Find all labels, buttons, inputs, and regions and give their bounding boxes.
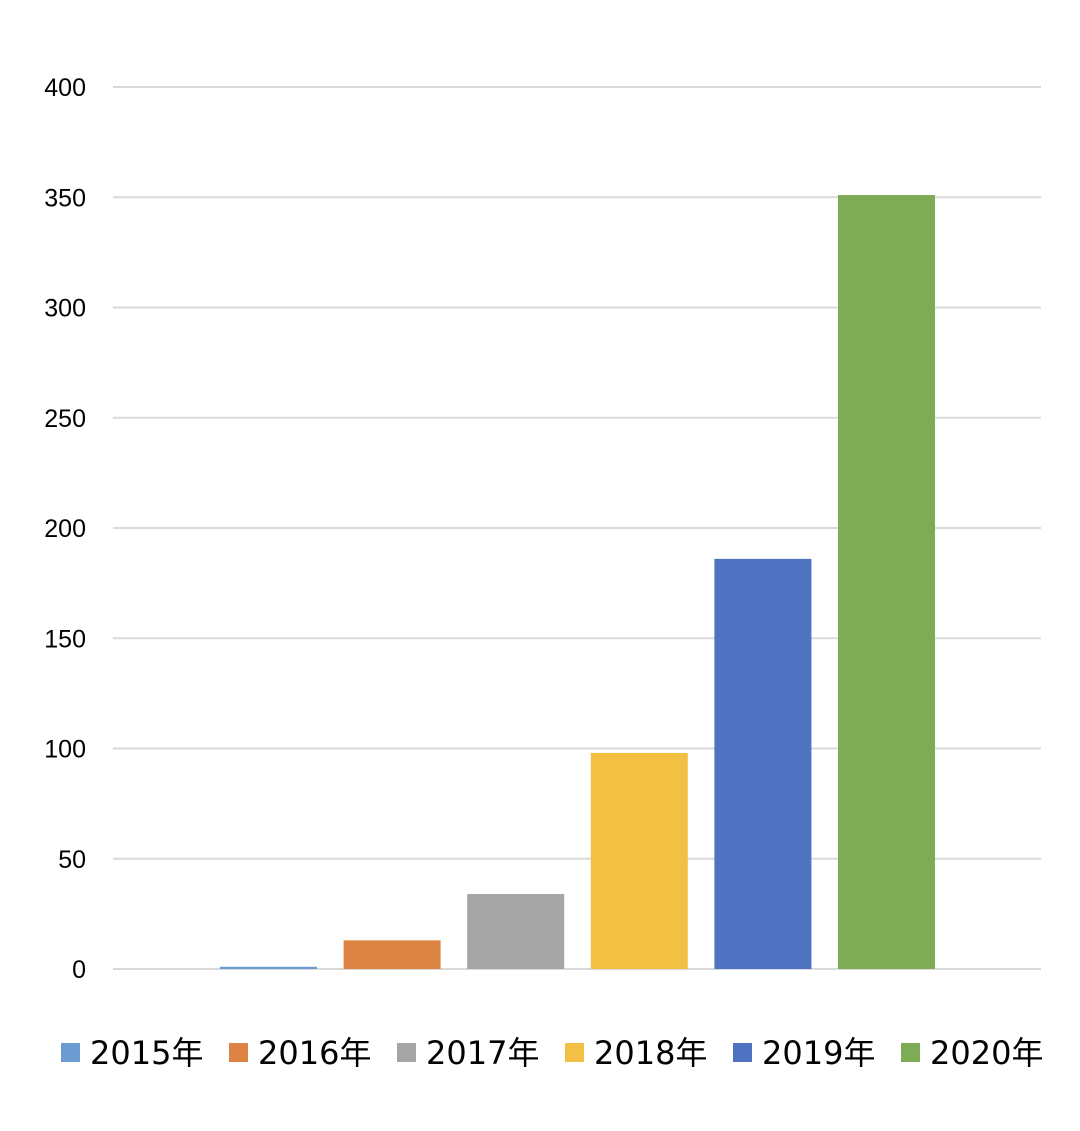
legend-item: 2017年: [397, 1034, 539, 1072]
bar-2016年: [343, 940, 441, 969]
legend-label: 2016年: [258, 1034, 371, 1072]
legend-item: 2015年: [61, 1034, 203, 1072]
legend-label: 2020年: [930, 1034, 1043, 1072]
legend-label: 2015年: [90, 1034, 203, 1072]
bar-2018年: [590, 752, 688, 969]
legend-item: 2020年: [901, 1034, 1043, 1072]
legend-swatch: [229, 1043, 248, 1062]
y-tick-label: 350: [44, 184, 86, 212]
legend-swatch: [397, 1043, 416, 1062]
y-tick-label: 400: [44, 74, 86, 102]
y-tick-label: 50: [58, 846, 86, 874]
legend-swatch: [61, 1043, 80, 1062]
legend: 2015年 2016年 2017年 2018年 2019年 2020年: [61, 1034, 1043, 1072]
y-tick-label: 200: [44, 515, 86, 543]
legend-item: 2019年: [733, 1034, 875, 1072]
y-tick-label: 150: [44, 625, 86, 653]
y-tick-label: 250: [44, 405, 86, 433]
legend-item: 2016年: [229, 1034, 371, 1072]
y-tick-label: 300: [44, 295, 86, 323]
bar-2017年: [467, 894, 565, 969]
legend-item: 2018年: [565, 1034, 707, 1072]
y-tick-label: 0: [72, 956, 86, 984]
legend-label: 2017年: [426, 1034, 539, 1072]
bar-2019年: [714, 558, 812, 969]
legend-swatch: [565, 1043, 584, 1062]
y-axis-tick-labels: 0 50 100 150 200 250 300 350 400: [44, 74, 86, 984]
bars: [220, 195, 935, 970]
bar-2015年: [220, 966, 317, 969]
legend-label: 2019年: [762, 1034, 875, 1072]
bar-2020年: [838, 195, 935, 970]
legend-label: 2018年: [594, 1034, 707, 1072]
legend-swatch: [901, 1043, 920, 1062]
gridlines: [113, 86, 1041, 970]
legend-swatch: [733, 1043, 752, 1062]
y-tick-label: 100: [44, 736, 86, 764]
